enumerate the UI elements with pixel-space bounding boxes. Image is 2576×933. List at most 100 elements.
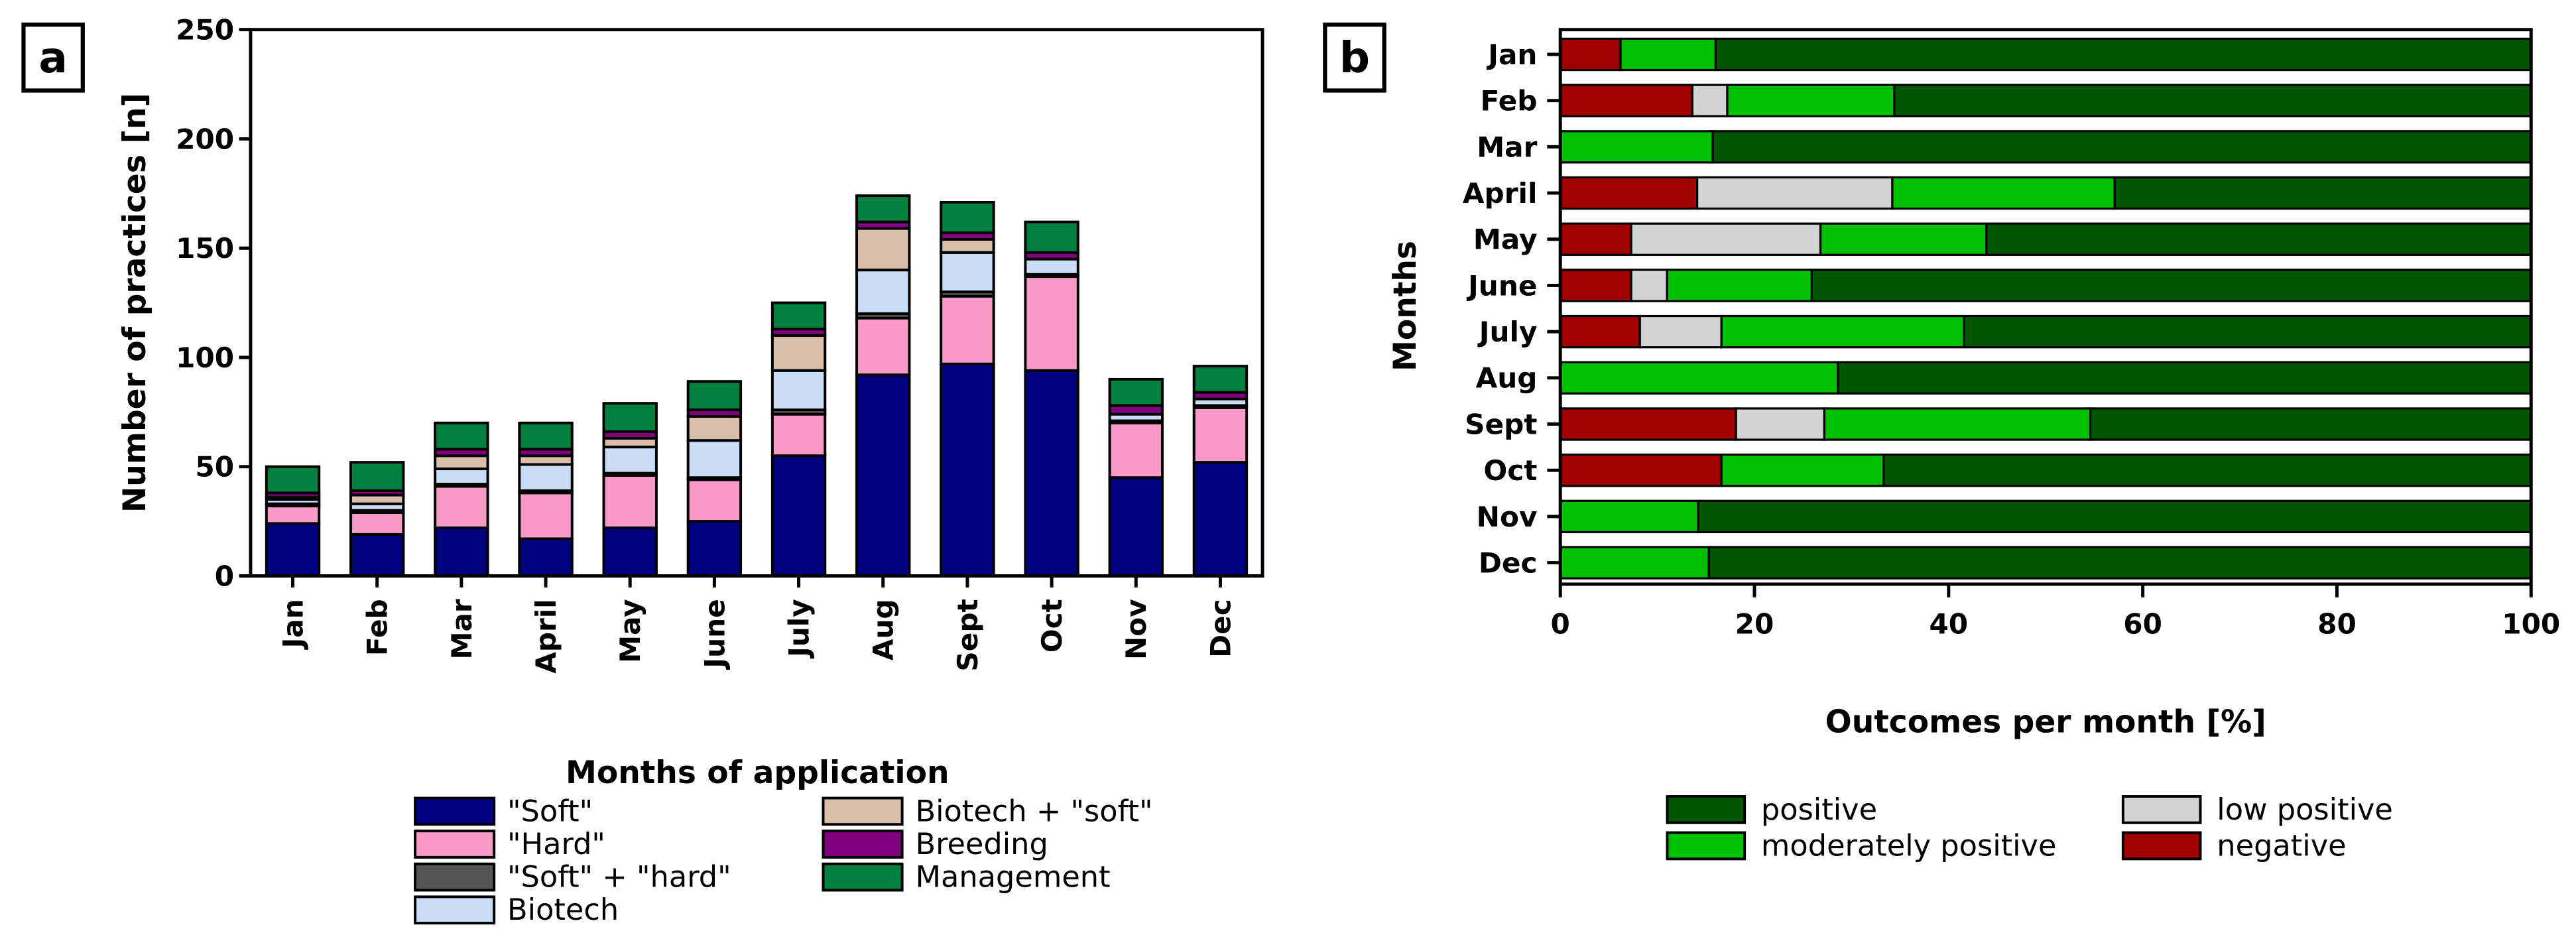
bar-segment-a bbox=[855, 269, 911, 316]
y-tick-label-a: 0 bbox=[215, 560, 234, 592]
bar-segment-a bbox=[1192, 406, 1249, 464]
bar-segment-a bbox=[1024, 257, 1079, 276]
y-tick-label-b: Jan bbox=[1486, 38, 1537, 71]
legend-swatch-a bbox=[822, 830, 904, 859]
bar-segment-a bbox=[770, 369, 827, 412]
bar-segment-a bbox=[686, 414, 743, 442]
bar-segment-b bbox=[1559, 130, 1714, 164]
bar-segment-a bbox=[1024, 275, 1079, 372]
y-tick-label-b: April bbox=[1463, 177, 1538, 210]
bar-segment-b bbox=[1559, 453, 1723, 487]
bar-segment-b bbox=[1819, 222, 1988, 256]
bar-segment-b bbox=[1893, 84, 2532, 117]
y-tick-label-a: 250 bbox=[176, 14, 234, 46]
legend-swatch-a bbox=[822, 796, 904, 826]
x-tick-label-b: 100 bbox=[2502, 607, 2560, 640]
bar-segment-a bbox=[686, 520, 743, 578]
bar-segment-a bbox=[434, 527, 489, 578]
bar-segment-a bbox=[1192, 461, 1249, 578]
y-tick-label-b: Oct bbox=[1483, 454, 1537, 487]
bar-segment-b bbox=[1559, 546, 1710, 580]
bar-segment-a bbox=[1108, 476, 1164, 578]
bar-segment-a bbox=[1108, 421, 1164, 479]
bar-segment-b bbox=[1697, 499, 2532, 534]
legend-swatch-b bbox=[1666, 831, 1747, 861]
bar-segment-a bbox=[518, 537, 574, 578]
bar-segment-a bbox=[855, 373, 911, 578]
bar-segment-b bbox=[1666, 269, 1813, 302]
bar-segment-a bbox=[940, 238, 995, 254]
bar-segment-a bbox=[1108, 377, 1164, 407]
bar-segment-a bbox=[770, 454, 827, 578]
y-tick-label-b: June bbox=[1466, 269, 1537, 302]
bar-segment-a bbox=[349, 461, 405, 492]
x-tick-label-b: 20 bbox=[1735, 607, 1774, 640]
bar-segment-a bbox=[940, 201, 995, 235]
y-axis-label-b: Months bbox=[1387, 241, 1424, 371]
bar-segment-b bbox=[1714, 37, 2532, 72]
bar-segment-a bbox=[1192, 365, 1249, 394]
legend-swatch-b bbox=[2121, 795, 2202, 824]
y-tick-label-b: Aug bbox=[1476, 362, 1538, 395]
plot-frame-b bbox=[1558, 28, 2533, 586]
bar-segment-b bbox=[1720, 314, 1965, 349]
legend-swatch-a bbox=[414, 895, 496, 925]
bar-segment-b bbox=[1630, 222, 1822, 256]
bar-segment-b bbox=[1559, 407, 1737, 441]
bar-segment-b bbox=[1963, 314, 2532, 349]
x-tick-label-a: Sept bbox=[951, 599, 984, 671]
bar-segment-b bbox=[1638, 314, 1723, 349]
legend-label-b: positive bbox=[1761, 792, 1877, 827]
bar-segment-b bbox=[2089, 407, 2532, 441]
bar-segment-b bbox=[1726, 84, 1896, 117]
bar-segment-b bbox=[1559, 499, 1699, 534]
bar-segment-b bbox=[1619, 37, 1717, 72]
y-tick-label-a: 50 bbox=[195, 451, 234, 483]
y-tick-label-a: 200 bbox=[176, 123, 234, 155]
legend-label-a: "Hard" bbox=[507, 827, 605, 861]
plot-frame-a bbox=[249, 28, 1264, 578]
bar-segment-a bbox=[349, 511, 405, 536]
bar-segment-a bbox=[434, 485, 489, 530]
legend-label-a: Biotech + "soft" bbox=[915, 794, 1152, 828]
bar-segment-b bbox=[1837, 361, 2532, 395]
legend-label-a: Biotech bbox=[507, 893, 619, 927]
x-tick-label-a: April bbox=[530, 599, 562, 674]
y-axis-label-a: Number of practices [n] bbox=[117, 93, 153, 513]
bar-segment-a bbox=[1024, 220, 1079, 254]
x-tick-label-b: 0 bbox=[1551, 607, 1570, 640]
bar-segment-a bbox=[855, 316, 911, 377]
legend-label-b: low positive bbox=[2217, 792, 2393, 827]
bar-segment-a bbox=[434, 421, 489, 451]
chart-a: a Number of practices [n] Months of appl… bbox=[21, 14, 1264, 927]
y-tick-label-b: May bbox=[1473, 223, 1538, 256]
bar-segment-b bbox=[1559, 222, 1632, 256]
bar-segment-b bbox=[1559, 84, 1693, 117]
x-tick-label-a: Dec bbox=[1204, 599, 1237, 658]
x-tick-label-a: July bbox=[782, 599, 815, 659]
bar-segment-b bbox=[1711, 130, 2532, 164]
legend-label-b: moderately positive bbox=[1761, 828, 2057, 863]
bar-segment-a bbox=[940, 251, 995, 294]
bar-segment-a bbox=[940, 294, 995, 365]
bar-segment-b bbox=[1691, 84, 1729, 117]
bar-segment-a bbox=[940, 362, 995, 578]
legend-swatch-a bbox=[414, 862, 496, 892]
y-tick-label-b: Nov bbox=[1477, 501, 1538, 533]
bar-segment-a bbox=[265, 465, 321, 495]
y-tick-label-b: Feb bbox=[1481, 85, 1538, 117]
y-tick-label-b: Mar bbox=[1477, 131, 1537, 163]
x-tick-label-a: Jan bbox=[276, 599, 309, 650]
bar-segment-a bbox=[602, 446, 658, 475]
bar-segment-a bbox=[434, 467, 489, 486]
panel-b-label: b bbox=[1339, 33, 1370, 83]
y-tick-label-b: Sept bbox=[1465, 408, 1537, 440]
legend-swatch-b bbox=[2121, 831, 2202, 861]
bar-segment-b bbox=[1735, 407, 1826, 441]
x-tick-label-a: Nov bbox=[1120, 599, 1152, 660]
bar-segment-b bbox=[1823, 407, 2092, 441]
legend-swatch-a bbox=[414, 830, 496, 859]
y-tick-label-b: July bbox=[1477, 316, 1538, 348]
bar-segment-a bbox=[518, 491, 574, 540]
